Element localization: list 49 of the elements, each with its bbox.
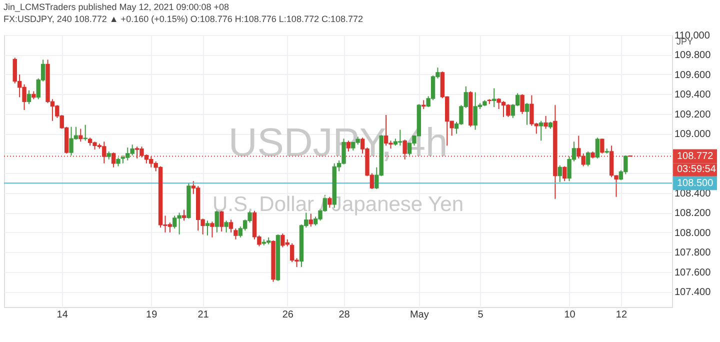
x-tick-label: 26 (282, 310, 294, 320)
candlestick (609, 145, 614, 178)
candlestick (205, 220, 210, 236)
x-tick-label: 14 (56, 310, 68, 320)
x-tick-label: 21 (198, 310, 210, 320)
y-tick-label: 107.400 (674, 287, 712, 298)
candlestick (586, 151, 590, 167)
x-tick-label: 5 (478, 310, 484, 320)
y-tick-label: 109.200 (674, 109, 712, 120)
candlestick (210, 221, 214, 238)
y-tick-label: 108.200 (674, 208, 712, 220)
candlestick (26, 90, 32, 105)
y-tick-label: 109.600 (674, 70, 712, 81)
y-tick-label: 107.600 (674, 267, 712, 278)
chart-subtitle: FX:USDJPY, 240 108.772 ▲ +0.160 (+0.15%) O:108.776 H:108.776 L:108.772 C:108.772 (4, 14, 363, 24)
y-tick-label: 108.000 (674, 228, 712, 239)
candlestick (228, 219, 234, 233)
x-tick-label: 28 (338, 310, 350, 320)
y-tick-label: 109.000 (674, 129, 712, 140)
y-axis-title: JPY (676, 36, 694, 46)
candlestick (520, 94, 524, 114)
candlestick (111, 152, 116, 168)
candlestick (78, 128, 83, 142)
candlestick (600, 138, 604, 154)
y-tick-label: 107.800 (674, 248, 712, 259)
candlestick (595, 137, 600, 159)
x-tick-label: 19 (146, 310, 158, 320)
candlestick (558, 164, 562, 183)
candlestick (544, 115, 548, 130)
candlestick (308, 213, 313, 228)
x-tick-label: 12 (616, 310, 628, 320)
ref-line-label: 108.500 (677, 178, 714, 190)
x-tick-label: 10 (564, 310, 576, 320)
x-tick-label: May (410, 310, 429, 320)
text: 03:59:54 (677, 164, 716, 176)
candlestick (182, 209, 186, 222)
chart-title: Jin_LCMSTraders published May 12, 2021 09:00:08 +08 (4, 2, 230, 12)
candlestick (524, 102, 530, 126)
candlestick (328, 196, 332, 208)
candlestick (234, 228, 238, 240)
ref-line-label: 108.772 (677, 151, 714, 162)
y-tick-label: 109.800 (674, 50, 712, 62)
candlestick (538, 120, 544, 142)
candlestick (224, 220, 228, 233)
candlestick (614, 174, 618, 198)
candlestick (562, 166, 567, 182)
candlestick (220, 210, 224, 232)
candlestick (83, 124, 88, 142)
y-tick-label: 109.400 (674, 90, 712, 101)
